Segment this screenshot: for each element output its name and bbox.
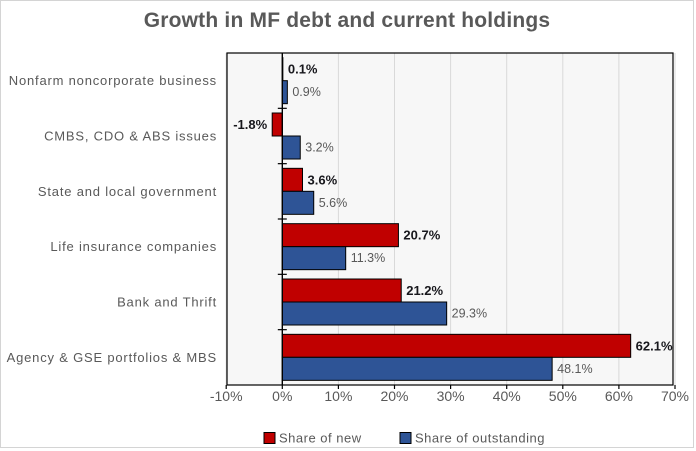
svg-text:5.6%: 5.6% bbox=[319, 196, 348, 210]
svg-text:Life insurance companies: Life insurance companies bbox=[50, 239, 217, 254]
svg-text:0%: 0% bbox=[272, 388, 292, 404]
svg-text:62.1%: 62.1% bbox=[636, 338, 673, 353]
svg-text:0.9%: 0.9% bbox=[292, 85, 321, 99]
svg-text:3.6%: 3.6% bbox=[308, 172, 338, 187]
svg-text:20%: 20% bbox=[380, 388, 408, 404]
svg-text:Bank and Thrift: Bank and Thrift bbox=[117, 295, 217, 310]
svg-text:20.7%: 20.7% bbox=[403, 228, 440, 243]
svg-text:40%: 40% bbox=[493, 388, 521, 404]
svg-text:-10%: -10% bbox=[210, 388, 243, 404]
svg-text:60%: 60% bbox=[605, 388, 633, 404]
svg-text:29.3%: 29.3% bbox=[452, 307, 487, 321]
svg-text:-1.8%: -1.8% bbox=[233, 117, 267, 132]
svg-text:Share of new: Share of new bbox=[279, 431, 362, 446]
svg-text:48.1%: 48.1% bbox=[557, 362, 592, 376]
svg-text:0.1%: 0.1% bbox=[288, 62, 318, 77]
svg-text:CMBS, CDO & ABS issues: CMBS, CDO & ABS issues bbox=[44, 129, 217, 144]
svg-text:Nonfarm noncorporate business: Nonfarm noncorporate business bbox=[9, 73, 217, 88]
svg-text:70%: 70% bbox=[661, 388, 689, 404]
svg-text:3.2%: 3.2% bbox=[305, 141, 334, 155]
svg-text:Share of outstanding: Share of outstanding bbox=[415, 431, 545, 446]
svg-text:10%: 10% bbox=[324, 388, 352, 404]
svg-text:21.2%: 21.2% bbox=[406, 283, 443, 298]
svg-text:State and local government: State and local government bbox=[38, 184, 217, 199]
svg-text:30%: 30% bbox=[437, 388, 465, 404]
svg-text:11.3%: 11.3% bbox=[351, 251, 386, 265]
svg-text:Agency & GSE portfolios & MBS: Agency & GSE portfolios & MBS bbox=[7, 350, 217, 365]
svg-text:50%: 50% bbox=[549, 388, 577, 404]
